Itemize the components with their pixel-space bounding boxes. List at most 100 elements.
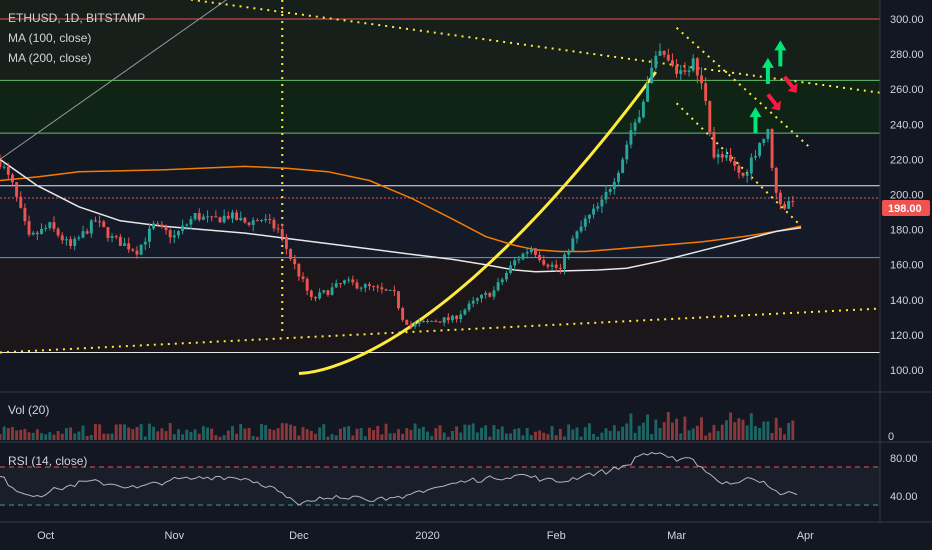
volume-bar [322, 424, 326, 440]
parabolic-curve[interactable] [298, 71, 658, 375]
dotted-trendline[interactable] [675, 27, 811, 148]
down-arrow-head[interactable] [770, 100, 781, 111]
candle-body [592, 208, 596, 215]
price-tick-label: 180.00 [890, 225, 924, 237]
volume-bar [534, 431, 537, 440]
volume-bar [44, 434, 48, 440]
volume-bar [143, 436, 147, 440]
up-arrow-head[interactable] [774, 40, 787, 51]
candle-body [330, 287, 334, 295]
candle-body [741, 172, 745, 176]
volume-bar [156, 431, 160, 440]
candle-body [168, 230, 172, 238]
volume-bar [177, 429, 180, 440]
down-arrow-shaft[interactable] [782, 75, 795, 89]
volume-bar [168, 423, 172, 440]
dotted-trendline[interactable] [675, 102, 802, 227]
candle-body [293, 258, 297, 265]
candle-body [239, 217, 243, 221]
volume-bar [276, 428, 280, 440]
volume-bar [612, 425, 616, 440]
volume-bar [118, 424, 122, 440]
time-tick-label: Nov [165, 530, 185, 542]
volume-bar [35, 429, 39, 440]
volume-bar [666, 411, 670, 440]
candle-body [745, 173, 749, 176]
candle-body [77, 237, 81, 239]
volume-bar [293, 425, 297, 440]
volume-bar [15, 430, 19, 440]
candle-body [662, 51, 666, 55]
horizontal-levels[interactable] [0, 0, 880, 353]
volume-bar [48, 432, 52, 440]
candle-body [654, 55, 658, 68]
candle-body [147, 228, 151, 242]
volume-bar [251, 435, 255, 440]
candle-body [280, 228, 284, 237]
volume-bar [347, 426, 351, 440]
candle-body [426, 320, 429, 322]
volume-bar [189, 431, 193, 440]
volume-bar [355, 428, 359, 440]
up-arrow-head[interactable] [749, 107, 762, 118]
diagonal-line[interactable] [0, 0, 286, 160]
candle-body [762, 138, 766, 143]
candle-body [276, 228, 280, 230]
volume-bar [372, 429, 376, 440]
volume-bar [218, 436, 222, 440]
volume-bar [201, 426, 205, 440]
volume-bar [260, 424, 263, 440]
symbol-title[interactable]: ETHUSD, 1D, BITSTAMP [8, 11, 145, 25]
volume-bar [127, 427, 131, 440]
candle-body [314, 297, 317, 299]
candle-body [608, 188, 612, 192]
rsi-line [0, 452, 798, 506]
price-tick-label: 260.00 [890, 84, 924, 96]
volume-label[interactable]: Vol (20) [8, 403, 49, 417]
candle-body [347, 279, 351, 281]
time-axis[interactable]: Oct Nov Dec 2020 Feb Mar Apr [37, 530, 814, 542]
candle-body [301, 276, 305, 279]
price-axis[interactable]: 300.00 280.00 260.00 240.00 220.00 200.00 180.… [890, 14, 924, 377]
candle-body [417, 322, 421, 324]
price-tick-label: 100.00 [890, 365, 924, 377]
candle-body [467, 303, 471, 310]
candle-body [774, 167, 778, 193]
up-arrow-head[interactable] [761, 57, 774, 68]
volume-bar [633, 432, 637, 440]
candle-body [758, 142, 762, 156]
volume-bar [455, 426, 459, 440]
volume-bar [284, 423, 288, 440]
volume-bar [783, 434, 786, 440]
down-arrow-head[interactable] [787, 82, 798, 93]
volume-bar [778, 427, 782, 440]
volume-bar [222, 435, 226, 440]
volume-bar [654, 419, 658, 440]
candle-body [172, 235, 176, 238]
rsi-label[interactable]: RSI (14, close) [8, 454, 87, 468]
rsi-tick-80: 80.00 [890, 453, 918, 465]
volume-bar [604, 428, 608, 440]
candle-body [106, 227, 110, 238]
candle-body [438, 321, 442, 323]
volume-bar [181, 434, 185, 440]
candle-body [575, 231, 579, 239]
candle-body [214, 216, 218, 218]
down-arrow-shaft[interactable] [766, 93, 778, 106]
volume-bar [367, 427, 371, 440]
volume-bar [231, 426, 234, 440]
volume-bar [31, 432, 35, 440]
signal-arrows[interactable] [749, 40, 798, 134]
candle-body [338, 283, 342, 285]
trendlines[interactable] [0, 0, 880, 375]
ma100-legend[interactable]: MA (100, close) [8, 31, 91, 45]
ma200-legend[interactable]: MA (200, close) [8, 51, 91, 65]
candle-body [442, 317, 446, 323]
volume-bar [384, 423, 388, 440]
volume-bar [301, 427, 305, 440]
volume-bar [766, 421, 770, 440]
volume-bar [210, 428, 214, 440]
price-tick-label: 240.00 [890, 119, 924, 131]
candle-body [355, 282, 359, 289]
